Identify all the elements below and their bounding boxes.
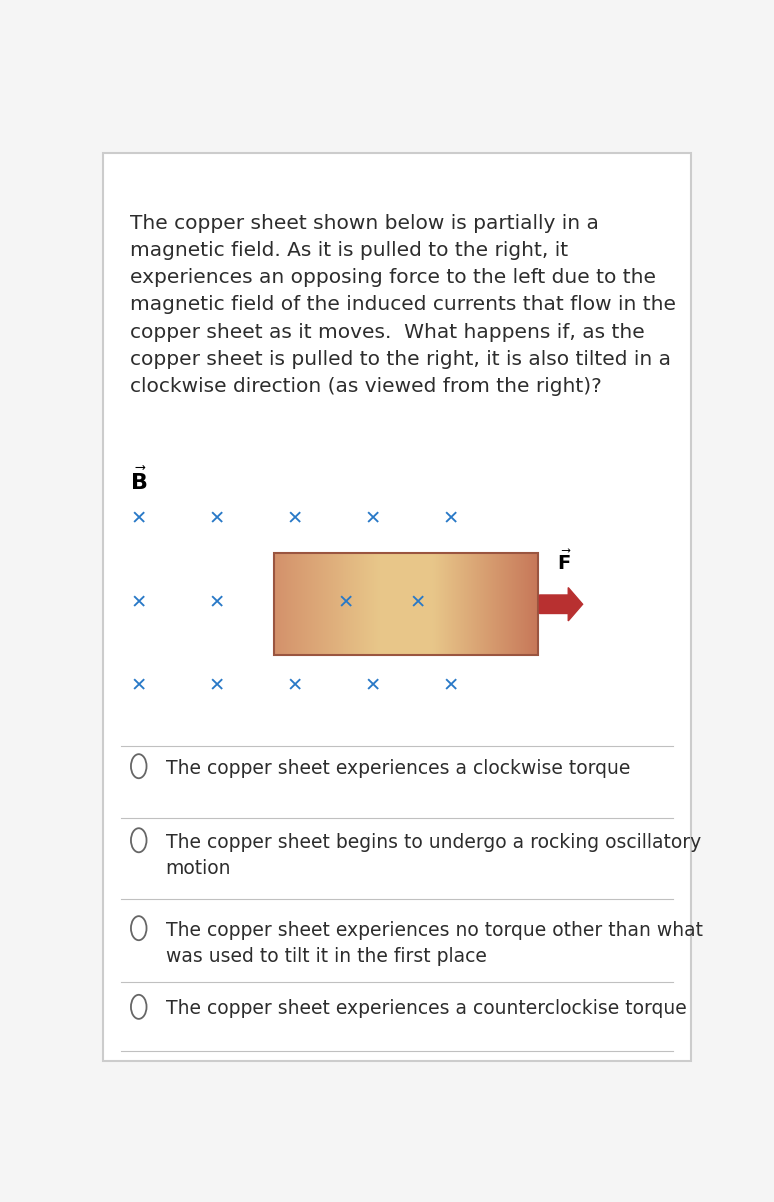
Text: ✕: ✕: [443, 677, 459, 695]
Text: The copper sheet experiences a clockwise torque: The copper sheet experiences a clockwise…: [166, 758, 630, 778]
Text: ✕: ✕: [208, 593, 225, 612]
Text: ✕: ✕: [337, 593, 354, 612]
Text: ✕: ✕: [131, 593, 147, 612]
FancyArrow shape: [539, 588, 583, 621]
Text: ✕: ✕: [443, 510, 459, 529]
Text: The copper sheet begins to undergo a rocking oscillatory
motion: The copper sheet begins to undergo a roc…: [166, 833, 701, 879]
Text: ✕: ✕: [286, 593, 303, 612]
Text: ✕: ✕: [208, 677, 225, 695]
Text: ✕: ✕: [286, 510, 303, 529]
Text: The copper sheet shown below is partially in a
magnetic field. As it is pulled t: The copper sheet shown below is partiall…: [130, 214, 676, 397]
Text: $\vec{\mathbf{B}}$: $\vec{\mathbf{B}}$: [130, 466, 147, 494]
Bar: [274, 553, 538, 655]
Text: ✕: ✕: [131, 510, 147, 529]
Text: The copper sheet experiences no torque other than what
was used to tilt it in th: The copper sheet experiences no torque o…: [166, 921, 703, 966]
Text: ✕: ✕: [131, 677, 147, 695]
Text: ✕: ✕: [286, 677, 303, 695]
Text: ✕: ✕: [443, 593, 459, 612]
Text: The copper sheet experiences a counterclockise torque: The copper sheet experiences a countercl…: [166, 999, 687, 1018]
Text: ✕: ✕: [409, 593, 426, 612]
Text: ✕: ✕: [365, 510, 381, 529]
Text: ✕: ✕: [365, 593, 381, 612]
Text: ✕: ✕: [365, 677, 381, 695]
Text: $\vec{\mathbf{F}}$: $\vec{\mathbf{F}}$: [557, 549, 573, 573]
Text: ✕: ✕: [208, 510, 225, 529]
